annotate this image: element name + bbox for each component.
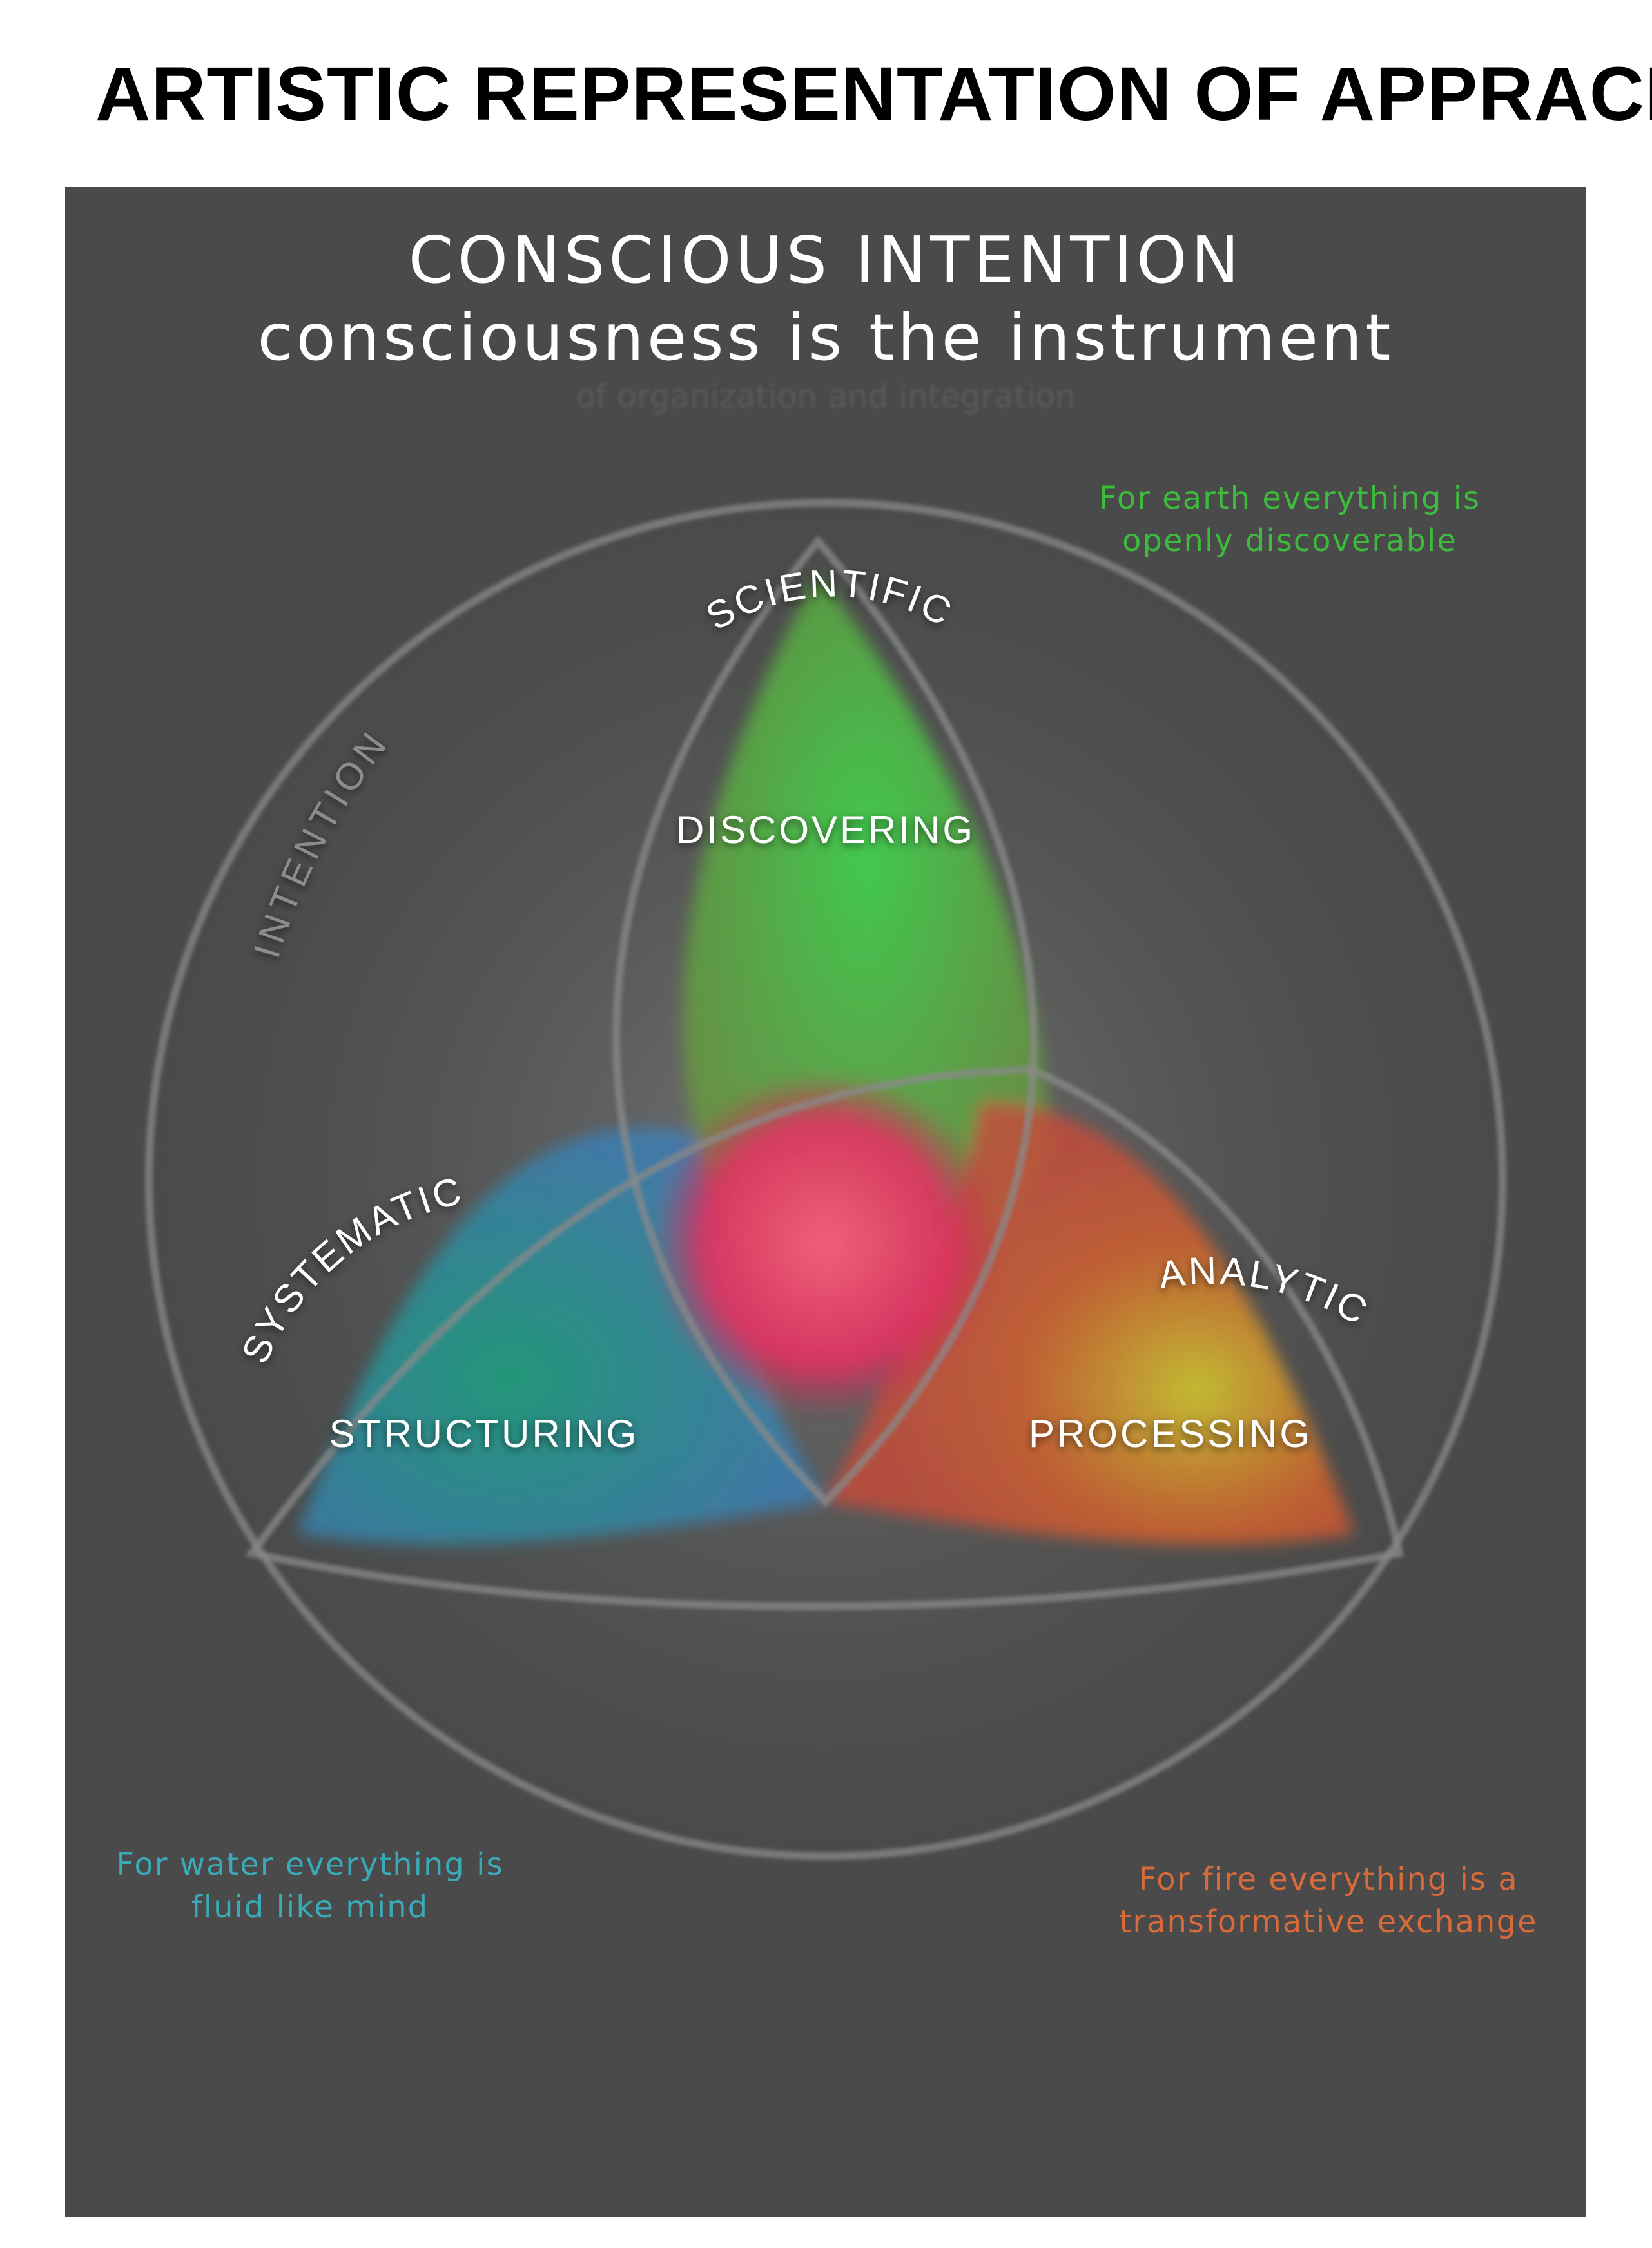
- diagram-panel: CONSCIOUS INTENTION consciousness is the…: [65, 187, 1586, 2217]
- ring-arc-top: [612, 535, 1038, 1507]
- triad-diagram: INTENTION SCIENTIFIC SYSTEMATIC ANALYTIC…: [84, 438, 1567, 1921]
- page-title: ARTISTIC REPRESENTATION OF APPRACH: [95, 52, 1652, 137]
- ring-arc-bottom: [245, 1065, 1404, 1611]
- header-faint-line: of organization and integration: [576, 378, 1076, 415]
- label-processing: PROCESSING: [1029, 1412, 1312, 1455]
- note-water: For water everything is fluid like mind: [116, 1846, 504, 1925]
- outer-ring: [145, 499, 1506, 1860]
- note-fire: For fire everything is a transformative …: [1119, 1861, 1538, 1940]
- header-subtitle: consciousness is the instrument: [257, 300, 1394, 375]
- label-discovering: DISCOVERING: [676, 808, 975, 851]
- core: [652, 1070, 1000, 1418]
- label-structuring: STRUCTURING: [329, 1412, 639, 1455]
- header-title: CONSCIOUS INTENTION: [408, 222, 1243, 298]
- note-earth: For earth everything is openly discovera…: [1098, 480, 1481, 559]
